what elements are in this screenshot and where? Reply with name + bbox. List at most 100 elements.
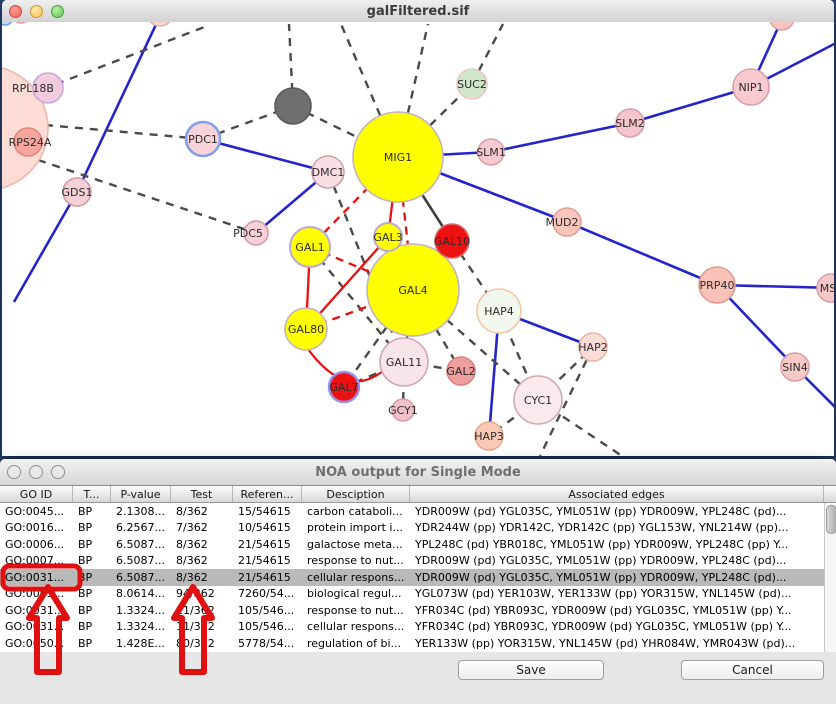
zoom-button[interactable] [51, 465, 65, 479]
graph-node-slm2[interactable] [615, 108, 645, 138]
graph-node-gal2[interactable] [446, 356, 476, 386]
graph-node[interactable] [147, 22, 173, 27]
graph-node-sin4[interactable] [780, 352, 810, 382]
node-label: DMC1 [312, 166, 345, 179]
node-label: RPS24A [9, 136, 52, 149]
graph-node[interactable] [13, 22, 29, 24]
table-row[interactable]: GO:0031... BP 1.3324... 11/362 105/546... cel… [0, 618, 836, 635]
graph-node-pdc5[interactable] [243, 220, 269, 246]
table-scrollbar[interactable] [824, 503, 836, 652]
save-button[interactable]: Save [458, 660, 604, 680]
table-cell: 105/546... [238, 603, 295, 617]
graph-node-rpl18b[interactable] [32, 72, 64, 104]
column-header[interactable]: GO ID [0, 486, 73, 502]
table-cell: GO:0045... [5, 504, 65, 518]
graph-node-cyc1[interactable] [513, 375, 563, 425]
graph-edge[interactable] [339, 23, 400, 158]
graph-node-gal11[interactable] [379, 337, 429, 387]
graph-node-rps24a[interactable] [13, 127, 43, 157]
graph-node[interactable] [769, 22, 795, 31]
column-header[interactable]: T... [73, 486, 111, 502]
results-table: GO ID T... P-value Test Referen... Desciption… [0, 485, 836, 652]
table-cell: 11/362 [176, 620, 215, 634]
table-cell: response to nut... [307, 554, 404, 568]
column-header[interactable]: Desciption [302, 486, 410, 502]
table-row[interactable]: GO:0050... BP 1.428E... 80/362 5778/54... reg… [0, 635, 836, 652]
top-window-titlebar[interactable]: galFiltered.sif [2, 0, 834, 23]
graph-edge[interactable] [490, 121, 631, 154]
graph-node-gal7[interactable] [327, 370, 361, 404]
table-cell: YDR009W (pd) YGL035C, YML051W (pp) YDR00… [415, 504, 787, 518]
node-label: GAL10 [434, 235, 470, 248]
close-button[interactable] [7, 465, 21, 479]
graph-node-hap4[interactable] [476, 288, 522, 334]
graph-node-gal4[interactable] [366, 243, 460, 337]
table-row[interactable]: GO:0016... BP 6.2567... 7/362 10/54615 protei… [0, 519, 836, 536]
graph-node-hap2[interactable] [578, 332, 608, 362]
table-row[interactable]: GO:0007... BP 6.5087... 8/362 21/54615 respon… [0, 552, 836, 569]
graph-node[interactable] [2, 22, 13, 26]
graph-node-slm1[interactable] [477, 138, 505, 166]
graph-edge[interactable] [343, 360, 405, 389]
minimize-button[interactable] [30, 4, 43, 18]
graph-node-gds1[interactable] [62, 177, 92, 207]
graph-edge[interactable] [566, 220, 718, 287]
table-cell: GO:0007... [5, 554, 65, 568]
graph-edge[interactable] [470, 23, 505, 85]
scrollbar-thumb[interactable] [826, 505, 836, 534]
table-cell: 1.428E... [116, 636, 165, 650]
graph-node-nip1[interactable] [732, 68, 770, 106]
cancel-button[interactable]: Cancel [681, 660, 824, 680]
graph-edge[interactable] [12, 191, 79, 303]
table-row[interactable]: GO:0006... BP 6.5087... 8/362 21/54615 galact… [0, 536, 836, 553]
network-canvas[interactable]: RPL18B RPS24A GDS1 PDC1 MIG1 DMC1 SUC2 SLM1 SLM2… [2, 22, 834, 456]
graph-node-gal3[interactable] [373, 222, 403, 252]
graph-node-pdc1[interactable] [184, 120, 222, 158]
graph-node-gal10[interactable] [434, 223, 470, 259]
table-cell: 8/362 [176, 570, 208, 584]
graph-edge[interactable] [412, 289, 539, 401]
column-header[interactable]: Referen... [233, 486, 302, 502]
graph-node-gal1[interactable] [289, 226, 331, 268]
window-title: galFiltered.sif [366, 3, 470, 19]
graph-edge[interactable] [75, 22, 160, 193]
graph-node-hap3[interactable] [474, 421, 504, 451]
close-button[interactable] [9, 4, 22, 18]
graph-node-mud2[interactable] [552, 207, 582, 237]
table-row[interactable]: GO:0065... BP 8.0614... 94/362 7260/54... bio… [0, 585, 836, 602]
table-row[interactable]: GO:0031... BP 6.5087... 8/362 21/54615 cellul… [0, 569, 836, 586]
table-cell: carbon cataboli... [307, 504, 403, 518]
graph-node-prp40[interactable] [698, 266, 736, 304]
table-cell: 8.0614... [116, 587, 165, 601]
graph-node[interactable] [274, 87, 312, 125]
graph-edge[interactable] [44, 123, 204, 141]
graph-node-ms[interactable] [816, 273, 834, 303]
column-header[interactable]: Associated edges [410, 486, 824, 502]
traffic-lights [9, 0, 64, 22]
table-cell: 80/362 [176, 636, 215, 650]
graph-edge[interactable] [202, 137, 329, 174]
table-cell: 6.2567... [116, 521, 165, 535]
table-cell: YER133W (pp) YOR315W, YNL145W (pd) YHR08… [415, 636, 796, 650]
table-row[interactable]: GO:0031... BP 1.3324... 11/362 105/546... res… [0, 602, 836, 619]
column-header[interactable]: P-value [111, 486, 171, 502]
table-cell: 10/54615 [238, 521, 291, 535]
graph-node-mig1[interactable] [352, 111, 444, 203]
graph-node-dmc1[interactable] [311, 155, 345, 189]
graph-edge[interactable] [538, 346, 595, 456]
table-cell: BP [78, 521, 93, 535]
node-label: HAP3 [474, 430, 503, 443]
table-row[interactable]: GO:0045... BP 2.1308... 8/362 15/54615 carbon… [0, 503, 836, 520]
minimize-button[interactable] [29, 465, 43, 479]
graph-node-suc2[interactable] [456, 68, 488, 100]
noa-window-titlebar[interactable]: NOA output for Single Mode [0, 459, 836, 486]
graph-edge[interactable] [716, 284, 796, 368]
zoom-button[interactable] [51, 4, 64, 18]
table-cell: 11/362 [176, 603, 215, 617]
graph-node-gal80[interactable] [284, 307, 328, 351]
table-cell: cellular respons... [307, 620, 405, 634]
column-header[interactable]: Test [171, 486, 233, 502]
graph-node-gcy1[interactable] [391, 398, 415, 422]
graph-edge[interactable] [629, 85, 752, 125]
